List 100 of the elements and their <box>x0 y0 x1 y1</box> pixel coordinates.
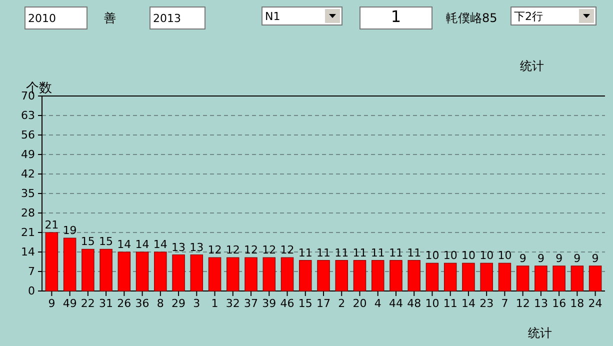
bar <box>118 252 131 292</box>
x-tick-label: 7 <box>501 296 508 310</box>
x-axis-title: 统计 <box>528 326 552 340</box>
x-tick-label: 48 <box>407 296 422 310</box>
data-label: 9 <box>574 252 581 265</box>
text-field: 1 <box>360 6 432 30</box>
y-tick-label: 28 <box>21 206 35 220</box>
x-tick-label: 14 <box>461 296 476 310</box>
x-tick-label: 8 <box>156 296 164 310</box>
data-label: 10 <box>443 249 458 262</box>
x-tick-label: 11 <box>443 296 458 310</box>
x-tick-label: 9 <box>48 296 56 310</box>
data-label: 9 <box>556 252 563 265</box>
bar <box>498 262 512 292</box>
bar <box>244 257 258 292</box>
bar <box>534 266 548 292</box>
bar <box>63 238 76 292</box>
data-label: 11 <box>334 246 349 260</box>
y-tick-label: 49 <box>21 148 35 162</box>
data-label: 11 <box>316 246 330 260</box>
bar <box>262 257 276 292</box>
text: 軞僕峈85 <box>446 11 498 25</box>
bar <box>226 257 240 292</box>
dropdown-field: N1 <box>262 6 342 26</box>
bar <box>371 260 384 292</box>
data-label: 14 <box>153 238 168 251</box>
data-label: 11 <box>298 246 312 260</box>
x-tick-label: 13 <box>534 296 548 310</box>
x-tick-label: 4 <box>374 296 382 310</box>
chart-title: 统计 <box>520 59 544 73</box>
bar <box>136 252 149 292</box>
data-label: 12 <box>208 244 222 257</box>
dropdown-field: 下2行 <box>510 6 596 26</box>
bar <box>154 252 167 292</box>
data-label: 15 <box>80 235 95 248</box>
data-label: 10 <box>480 249 494 262</box>
data-label: 14 <box>117 238 132 251</box>
x-tick-label: 12 <box>516 296 530 310</box>
x-tick-label: 23 <box>480 296 494 310</box>
x-tick-label: 46 <box>280 296 294 310</box>
data-label: 13 <box>190 240 204 254</box>
bar <box>462 262 475 292</box>
y-tick-label: 21 <box>21 226 35 240</box>
bar <box>408 260 420 292</box>
y-tick-label: 14 <box>21 246 35 259</box>
data-label: 19 <box>62 224 77 238</box>
y-tick-label: 70 <box>21 90 35 103</box>
x-tick-label: 32 <box>226 296 240 310</box>
bar <box>190 254 204 292</box>
bar <box>299 260 312 292</box>
data-label: 10 <box>461 249 476 262</box>
data-label: 9 <box>537 252 544 265</box>
bar <box>552 266 566 292</box>
data-label: 11 <box>370 246 385 260</box>
x-tick-label: 15 <box>298 296 312 310</box>
y-tick-label: 63 <box>21 109 35 122</box>
y-tick-label: 0 <box>28 284 35 298</box>
bar <box>335 260 348 292</box>
data-label: 14 <box>135 238 150 251</box>
x-tick-label: 1 <box>211 296 218 310</box>
data-label: 12 <box>262 244 276 257</box>
x-tick-label: 17 <box>316 296 330 310</box>
data-label: 9 <box>519 252 526 265</box>
x-tick-label: 29 <box>172 296 186 310</box>
x-tick-label: 20 <box>352 296 367 310</box>
bar <box>82 248 94 292</box>
x-tick-label: 39 <box>262 296 276 310</box>
bar <box>588 266 602 292</box>
x-tick-label: 3 <box>193 296 200 310</box>
data-label: 11 <box>352 246 367 260</box>
y-tick-label: 56 <box>21 128 35 142</box>
bar <box>426 262 439 292</box>
x-tick-label: 18 <box>570 296 584 310</box>
y-tick-label: 42 <box>21 168 35 181</box>
x-tick-label: 24 <box>588 296 602 310</box>
data-label: 12 <box>280 244 294 257</box>
x-tick-label: 44 <box>388 296 403 310</box>
x-tick-label: 31 <box>99 296 114 310</box>
x-tick-label: 37 <box>244 296 258 310</box>
data-label: 10 <box>498 249 512 262</box>
bar <box>444 262 457 292</box>
data-label: 21 <box>44 218 59 232</box>
data-label: 11 <box>388 246 403 260</box>
y-tick-label: 35 <box>21 187 35 200</box>
x-tick-label: 10 <box>425 296 440 310</box>
data-label: 12 <box>244 244 258 257</box>
x-tick-label: 26 <box>117 296 132 310</box>
bar <box>100 248 112 292</box>
bar <box>390 260 402 292</box>
text: 善 <box>104 11 116 25</box>
bar <box>208 257 222 292</box>
data-label: 12 <box>226 244 240 257</box>
bar <box>516 266 530 292</box>
data-label: 10 <box>425 249 440 262</box>
bar <box>45 232 58 292</box>
x-tick-label: 16 <box>552 296 566 310</box>
data-label: 9 <box>592 252 599 265</box>
text-field: 2013 <box>150 6 206 30</box>
x-tick-label: 2 <box>338 296 346 310</box>
bar <box>172 254 185 292</box>
